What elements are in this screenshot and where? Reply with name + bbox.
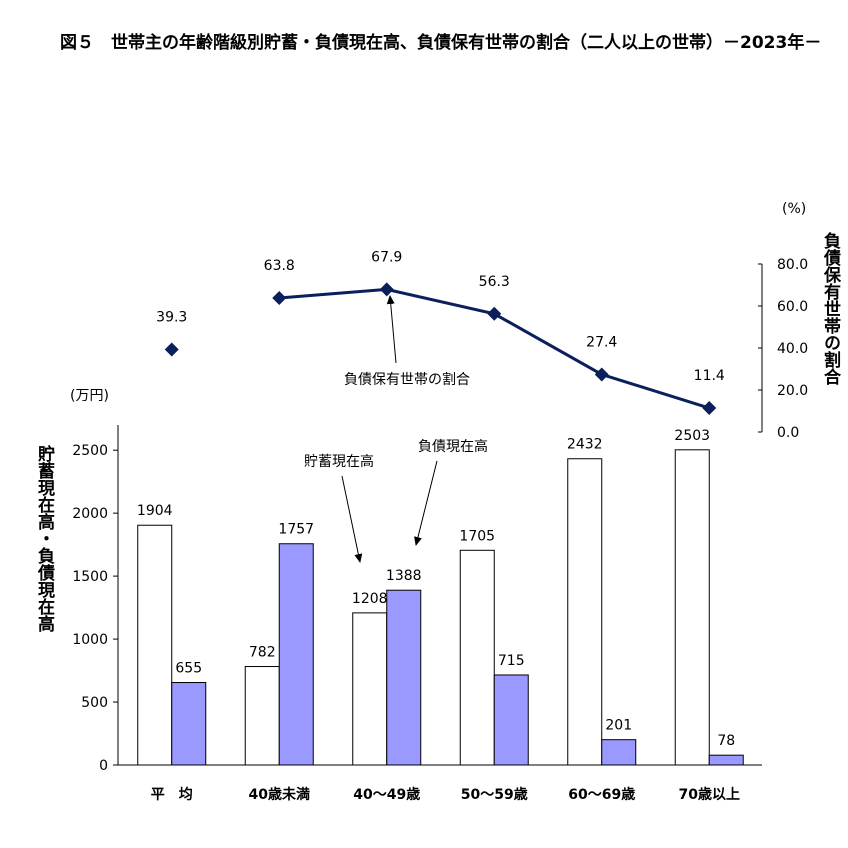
debt-value-label: 78 [717,733,735,749]
savings-bar [567,458,603,766]
debt-bar [601,739,637,766]
category-label: 70歳以上 [679,786,740,803]
savings-value-label: 1705 [459,528,495,544]
left-tick-label: 1500 [72,569,108,585]
ratio-value-label: 11.4 [694,368,725,384]
savings-value-label: 1904 [137,503,173,519]
savings-bar [137,524,173,766]
left-axis-ticks: 0 500 1000 1500 2000 2500 [72,443,118,774]
debt-value-label: 1757 [278,522,314,538]
ratio-value-label: 27.4 [586,334,617,350]
savings-value-label: 2432 [567,437,603,453]
annotation-ratio-arrow [386,295,397,364]
right-axis-ticks: 0.0 20.0 40.0 60.0 80.0 [758,257,808,441]
line-layer: 39.3 63.8 67.9 56.3 27.4 11.4 [156,249,725,416]
ratio-point [702,401,717,416]
left-tick-label: 1000 [72,632,108,648]
debt-bar [493,674,529,766]
ratio-point [379,282,394,297]
right-axis-label: 負債保有世帯の割合 [820,232,842,386]
savings-value-label: 782 [249,645,276,661]
annotation-debt: 負債現在高 [418,438,488,455]
left-tick-label: 2000 [72,506,108,522]
savings-value-label: 2503 [674,428,710,444]
debt-value-label: 655 [175,661,202,677]
right-axis-unit: (%) [782,201,806,217]
debt-value-label: 715 [498,653,525,669]
savings-bar [674,449,710,766]
debt-bar [171,682,207,766]
category-label: 60～69歳 [568,786,635,803]
category-labels: 平 均 40歳未満 40～49歳 50～59歳 60～69歳 70歳以上 [151,786,740,803]
ratio-point [164,342,179,357]
left-axis-label: 貯蓄現在高・負債現在高 [34,444,56,633]
ratio-value-label: 67.9 [371,249,402,265]
right-tick-label: 20.0 [777,383,808,399]
right-tick-label: 0.0 [777,425,799,441]
ratio-value-label: 56.3 [479,274,510,290]
ratio-point [487,306,502,321]
category-label: 50～59歳 [461,786,528,803]
left-axis-unit: (万円) [70,388,109,404]
savings-bar [459,549,495,766]
chart-title: 図５ 世帯主の年齢階級別貯蓄・負債現在高、負債保有世帯の割合（二人以上の世帯）－… [60,32,821,53]
bars-layer: 1904 782 1208 1705 2432 2503 655 1757 1388 715 201… [137,428,744,766]
ratio-point [272,291,287,306]
annotation-debt-arrow [414,460,438,546]
left-tick-label: 2500 [72,443,108,459]
right-tick-label: 80.0 [777,257,808,273]
right-tick-label: 40.0 [777,341,808,357]
debt-bar [278,543,314,766]
annotation-savings: 貯蓄現在高 [304,453,374,470]
left-tick-label: 500 [81,695,108,711]
category-label: 40歳未満 [249,786,310,803]
debt-value-label: 201 [605,718,632,734]
left-tick-label: 0 [99,758,108,774]
ratio-value-label: 63.8 [264,258,295,274]
category-label: 平 均 [151,786,193,803]
ratio-value-label: 39.3 [156,309,187,325]
ratio-point [594,367,609,382]
savings-bar [352,612,388,766]
debt-value-label: 1388 [386,568,422,584]
right-tick-label: 60.0 [777,299,808,315]
annotation-ratio: 負債保有世帯の割合 [344,371,470,388]
debt-bar [708,754,744,766]
debt-bar [386,589,422,766]
savings-bar [244,666,280,766]
annotation-savings-arrow [341,475,363,563]
savings-value-label: 1208 [352,591,388,607]
category-label: 40～49歳 [353,786,420,803]
